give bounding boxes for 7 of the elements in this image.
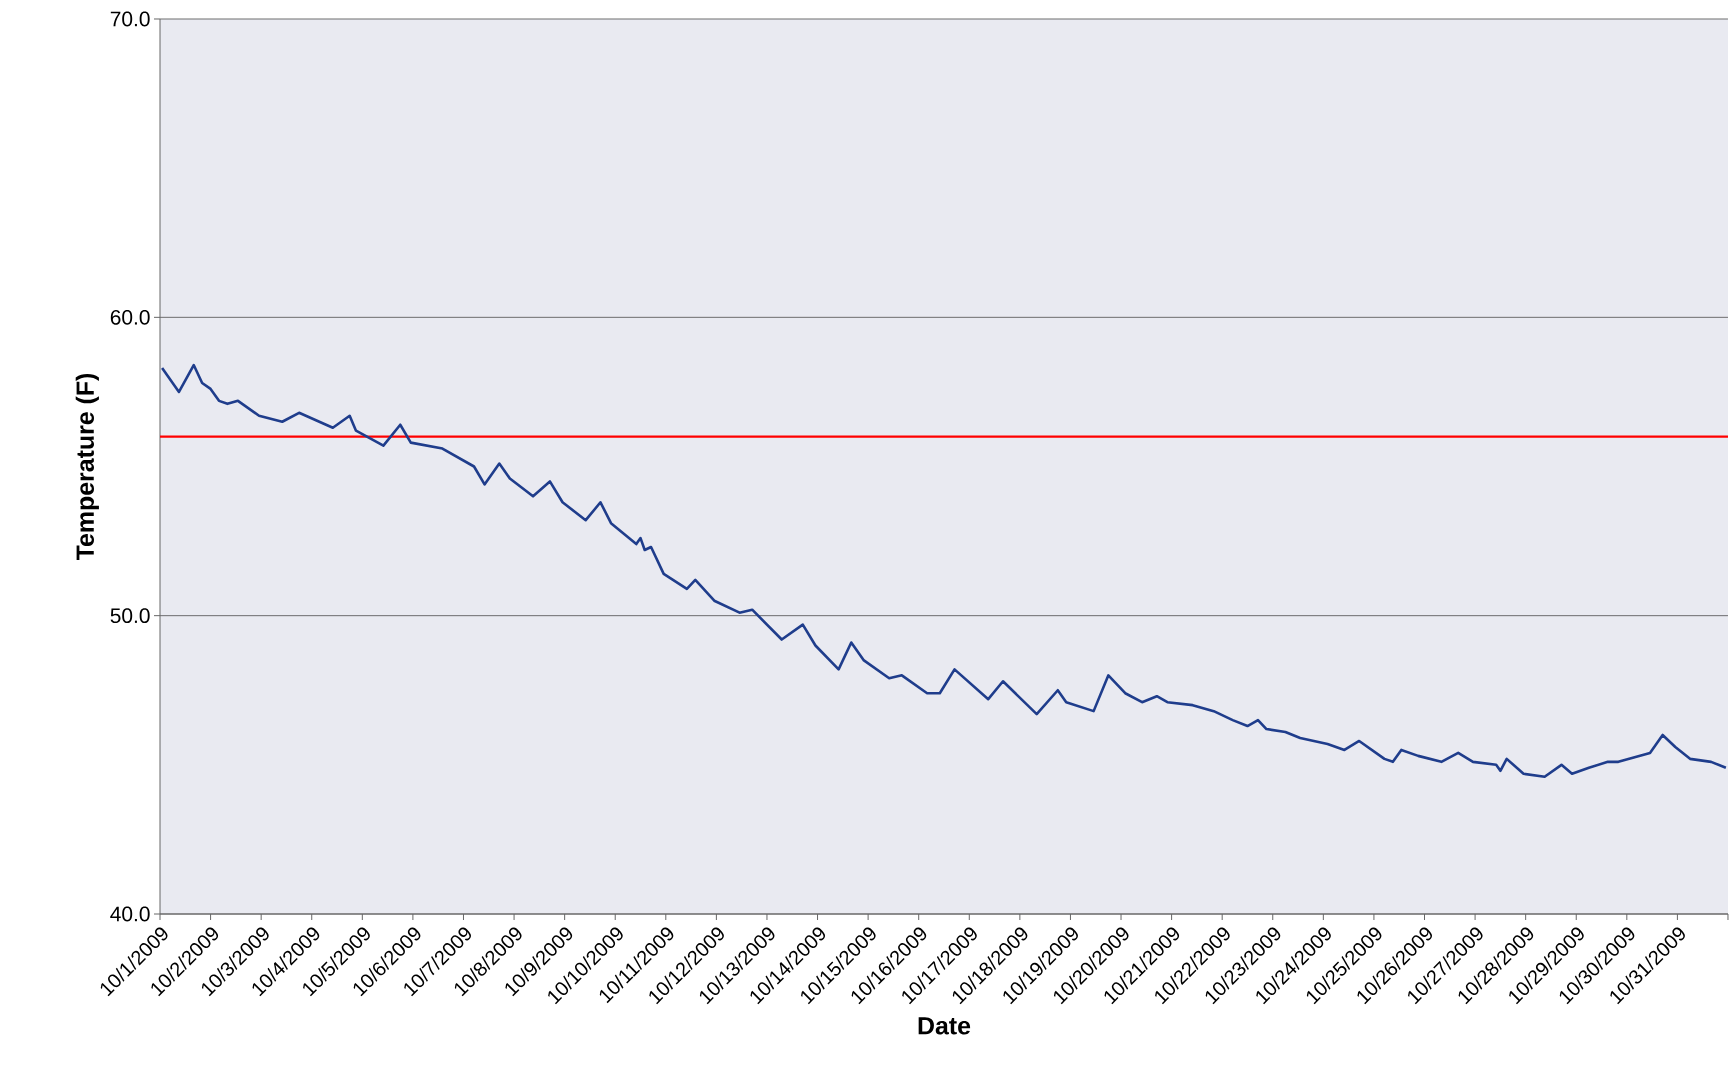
y-axis-title: Temperature (F) (75, 373, 99, 561)
y-tick-label: 70.0 (110, 11, 150, 27)
y-tick-label: 60.0 (110, 309, 150, 325)
y-tick-label: 50.0 (110, 608, 150, 624)
x-axis-title: Date (918, 1017, 971, 1035)
line-series (160, 363, 1728, 779)
y-tick-label: 40.0 (110, 906, 150, 922)
